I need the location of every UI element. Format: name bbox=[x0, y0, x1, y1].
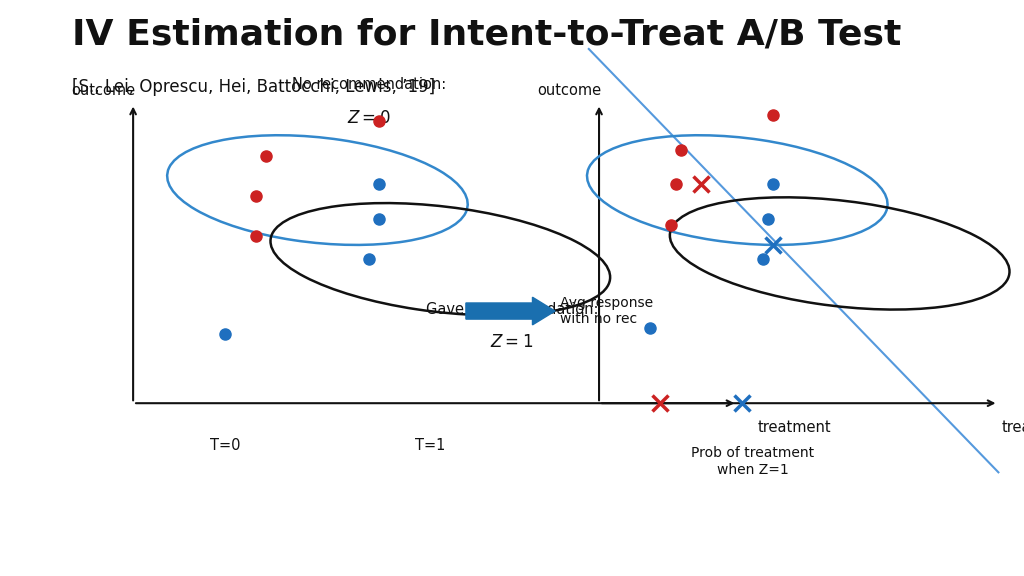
Text: Gave recommendation:: Gave recommendation: bbox=[426, 302, 598, 317]
Text: T=1: T=1 bbox=[415, 438, 445, 453]
Text: [S., Lei, Oprescu, Hei, Battocchi, Lewis, ’19]: [S., Lei, Oprescu, Hei, Battocchi, Lewis… bbox=[72, 78, 435, 96]
Text: Prob of treatment
when Z=1: Prob of treatment when Z=1 bbox=[691, 446, 814, 476]
Text: outcome: outcome bbox=[538, 83, 602, 98]
Text: No recommendation:: No recommendation: bbox=[292, 77, 445, 92]
Text: treatment: treatment bbox=[758, 420, 831, 435]
Text: IV Estimation for Intent-to-Treat A/B Test: IV Estimation for Intent-to-Treat A/B Te… bbox=[72, 17, 901, 51]
Text: outcome: outcome bbox=[72, 83, 136, 98]
Text: T=0: T=0 bbox=[210, 438, 241, 453]
Text: $Z = 1$: $Z = 1$ bbox=[490, 334, 534, 351]
Text: Avg response
with no rec: Avg response with no rec bbox=[560, 296, 653, 326]
Text: treatment: treatment bbox=[1001, 420, 1024, 435]
Text: $Z = 0$: $Z = 0$ bbox=[347, 109, 390, 127]
